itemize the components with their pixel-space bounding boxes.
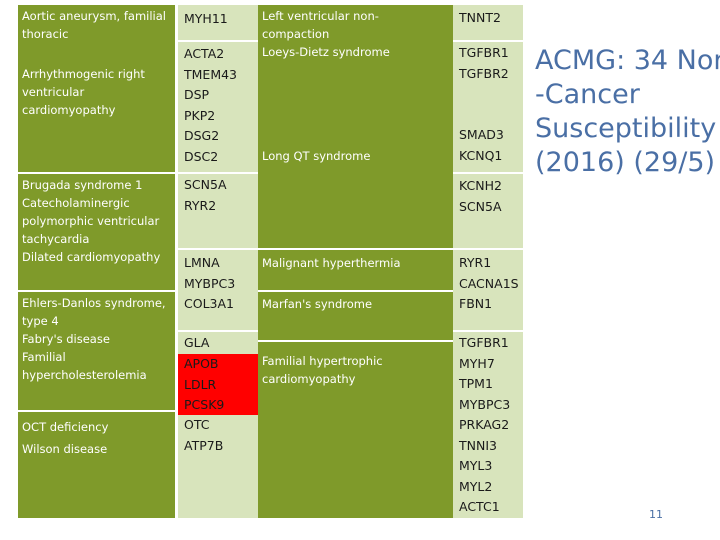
slide-title: ACMG: 34 Non -Cancer Susceptibility (201… — [535, 44, 720, 180]
gene-text: DSP — [184, 87, 210, 102]
title-line: Susceptibility — [535, 113, 717, 144]
gene-text: ACTA2 — [184, 46, 225, 61]
gene-text: GLA — [184, 335, 210, 350]
cell-text: Long QT syndrome — [262, 149, 371, 163]
cell-text: Dilated cardiomyopathy — [22, 250, 161, 264]
cell-text: compaction — [262, 27, 330, 41]
col2-block-4: LMNA MYBPC3 COL3A1 — [178, 250, 258, 330]
gene-text: APOB — [184, 356, 219, 371]
cell-text: thoracic — [22, 27, 69, 41]
gene-text: PCSK9 — [184, 397, 225, 412]
gene-text: PKP2 — [184, 107, 216, 123]
cell-text: cardiomyopathy — [22, 103, 116, 117]
cell-text: OCT deficiency — [22, 420, 109, 434]
col4-block-6: TGFBR1 MYH7 TPM1 MYBPC3 PRKAG2 TNNI3 MYL… — [453, 332, 523, 518]
gene-text: DSC2 — [184, 148, 219, 164]
col4-block-3: SMAD3 KCNQ1 — [453, 88, 523, 172]
col3-block-5: Familial hypertrophic cardiomyopathy — [258, 342, 453, 518]
gene-text: ATP7B — [184, 437, 224, 453]
gene-text: MYL3 — [459, 458, 493, 473]
col3-block-1: Left ventricular non- compaction Loeys-D… — [258, 5, 453, 248]
col4-block-2: TGFBR1 TGFBR2 — [453, 42, 523, 88]
cell-text: Wilson disease — [22, 442, 108, 456]
gene-text: TMEM43 — [184, 66, 238, 82]
cell-text: Brugada syndrome 1 — [22, 178, 143, 192]
gene-text: LMNA — [184, 255, 220, 270]
gene-text: MYL2 — [459, 478, 493, 494]
title-line: -Cancer — [535, 79, 640, 110]
col4-block-5: RYR1 CACNA1S FBN1 — [453, 250, 523, 330]
cell-text: Marfan's syndrome — [262, 297, 373, 311]
cell-text: tachycardia — [22, 232, 90, 246]
col4-block-1: TNNT2 — [453, 5, 523, 40]
page-number: 11 — [649, 508, 663, 521]
col3-block-4: Marfan's syndrome — [258, 292, 453, 340]
gene-text: LDLR — [184, 376, 217, 392]
cell-text: Loeys-Dietz syndrome — [262, 45, 390, 59]
gene-text: KCNH2 — [459, 178, 502, 193]
gene-text: TNNT2 — [459, 10, 501, 25]
gene-text: TGFBR1 — [459, 335, 509, 350]
col2-block-6: OTC ATP7B — [178, 415, 258, 518]
col3-block-3: Malignant hyperthermia — [258, 250, 453, 290]
col2-block-5: GLA — [178, 332, 258, 354]
gene-text: MYBPC3 — [459, 396, 511, 412]
gene-text: RYR2 — [184, 197, 217, 213]
cell-text: hypercholesterolemia — [22, 368, 147, 382]
cell-text: Left ventricular non- — [262, 9, 379, 23]
gene-text: RYR1 — [459, 255, 492, 270]
gene-text: MYH7 — [459, 355, 495, 371]
cell-text: Ehlers-Danlos syndrome, — [22, 296, 166, 310]
gene-text: MYBPC3 — [184, 275, 236, 291]
cell-text: cardiomyopathy — [262, 372, 356, 386]
col2-highlight-block: APOB LDLR PCSK9 — [178, 354, 258, 415]
col1-block-5: OCT deficiency Wilson disease — [18, 412, 175, 518]
gene-text: KCNQ1 — [459, 147, 503, 163]
cell-text: Catecholaminergic — [22, 196, 130, 210]
gene-text: SCN5A — [459, 198, 502, 214]
title-line: ACMG: 34 Non — [535, 45, 720, 76]
col1-block-1: Aortic aneurysm, familial thoracic — [18, 5, 175, 62]
cell-text: polymorphic ventricular — [22, 214, 160, 228]
cell-text: Aortic aneurysm, familial — [22, 9, 166, 23]
gene-text: COL3A1 — [184, 296, 234, 311]
gene-text: DSG2 — [184, 128, 220, 143]
cell-text: Familial — [22, 350, 66, 364]
cell-text: type 4 — [22, 314, 59, 328]
title-line: (2016) (29/5) — [535, 147, 716, 178]
gene-text: SMAD3 — [459, 127, 504, 142]
col1-block-3: Brugada syndrome 1 Catecholaminergic pol… — [18, 174, 175, 290]
gene-text: TPM1 — [459, 376, 493, 391]
gene-text: MYH11 — [184, 11, 228, 26]
gene-text: PRKAG2 — [459, 417, 510, 432]
col1-block-2: Arrhythmogenic right ventricular cardiom… — [18, 62, 175, 172]
col2-block-2: ACTA2 TMEM43 DSP PKP2 DSG2 DSC2 — [178, 42, 258, 172]
cell-text: Fabry's disease — [22, 332, 110, 346]
gene-text: TGFBR2 — [459, 65, 509, 81]
gene-text: TNNI3 — [459, 437, 497, 453]
cell-text: ventricular — [22, 85, 85, 99]
gene-text: FBN1 — [459, 296, 493, 311]
cell-text: Familial hypertrophic — [262, 354, 383, 368]
cell-text: Arrhythmogenic right — [22, 67, 145, 81]
col2-block-3: SCN5A RYR2 — [178, 174, 258, 248]
gene-text: CACNA1S — [459, 275, 519, 291]
gene-text: TGFBR1 — [459, 45, 509, 60]
col1-block-4: Ehlers-Danlos syndrome, type 4 Fabry's d… — [18, 292, 175, 410]
gene-text: SCN5A — [184, 177, 227, 192]
col2-block-1: MYH11 — [178, 5, 258, 40]
gene-text: OTC — [184, 417, 210, 432]
cell-text: Malignant hyperthermia — [262, 256, 401, 270]
col3-long-qt-label: Long QT syndrome — [262, 147, 370, 165]
gene-text: ACTC1 — [459, 499, 500, 514]
col4-block-4: KCNH2 SCN5A — [453, 174, 523, 248]
